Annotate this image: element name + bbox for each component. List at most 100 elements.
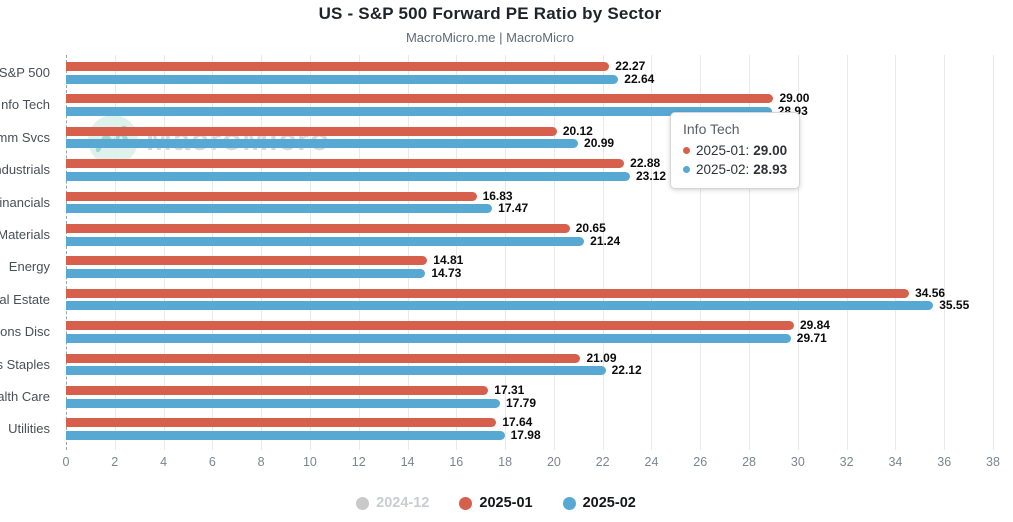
bar-2025-02[interactable] [66, 366, 606, 376]
grid-line [749, 55, 751, 450]
bar-2025-02[interactable] [66, 236, 585, 246]
legend-label: 2025-02 [582, 495, 636, 511]
bar-2025-01[interactable] [66, 159, 625, 169]
bar-value-label: 20.99 [584, 136, 615, 151]
bar-2025-01[interactable] [66, 386, 489, 395]
tooltip: Info Tech 2025-01: 29.00 2025-02: 28.93 [670, 112, 801, 189]
x-tick-label: 6 [208, 455, 216, 469]
bar-2025-02[interactable] [66, 139, 579, 149]
bar-value-label: 14.73 [431, 265, 462, 280]
bar-2025-02[interactable] [66, 333, 791, 343]
legend-dot-icon [459, 496, 473, 510]
x-tick-label: 36 [937, 455, 952, 469]
bar-value-label: 22.27 [615, 59, 646, 73]
bar-2025-02[interactable] [66, 204, 493, 214]
grid-line [505, 55, 507, 450]
tooltip-row-text: 2025-01: [696, 143, 750, 158]
bar-value-label: 29.71 [796, 330, 827, 345]
grid-line [261, 55, 263, 450]
x-tick-label: 2 [111, 455, 119, 469]
bar-value-label: 14.81 [433, 253, 464, 268]
bar-value-label: 29.00 [779, 91, 810, 106]
bar-2025-01[interactable] [66, 288, 910, 298]
bar-2025-01[interactable] [66, 94, 774, 104]
legend: 2024-12 2025-01 2025-02 [0, 495, 992, 511]
grid-line [846, 55, 848, 450]
bar-2025-02[interactable] [66, 398, 500, 408]
legend-label: 2025-01 [479, 495, 533, 511]
legend-label: 2024-12 [376, 495, 430, 511]
grid-line [651, 55, 653, 450]
bar-2025-02[interactable] [66, 268, 426, 278]
x-tick-label: 26 [693, 455, 708, 469]
grid-line [163, 55, 165, 450]
bar-value-label: 20.65 [575, 221, 606, 235]
grid-line [309, 55, 311, 450]
category-label: Real Estate [0, 291, 50, 307]
grid-line [553, 55, 555, 450]
tooltip-row-text: 2025-02: [696, 162, 750, 177]
tooltip-row-value: 28.93 [753, 162, 788, 177]
bar-value-label: 17.98 [510, 427, 541, 442]
bar-2025-02[interactable] [66, 74, 619, 84]
chart-title: US - S&P 500 Forward PE Ratio by Sector [318, 4, 662, 23]
bar-value-label: 21.24 [590, 233, 621, 248]
series-dot-icon [683, 147, 690, 154]
bar-value-label: 22.64 [624, 71, 655, 86]
legend-item-2025-01[interactable]: 2025-01 [459, 495, 533, 511]
tooltip-rows: 2025-01: 29.00 2025-02: 28.93 [683, 141, 787, 179]
bar-value-label: 35.55 [939, 298, 970, 313]
bar-2025-01[interactable] [66, 191, 477, 201]
x-tick-label: 38 [986, 455, 1000, 469]
legend-dot-icon [356, 496, 370, 510]
grid-line [895, 55, 897, 450]
category-label: Utilities [8, 421, 50, 437]
tooltip-row-value: 29.00 [753, 143, 788, 158]
bar-2025-01[interactable] [66, 353, 581, 363]
chart-subtitle: MacroMicro.me | MacroMicro [405, 30, 575, 45]
x-tick-label: 22 [595, 455, 610, 469]
category-label: Materials [0, 227, 50, 242]
bar-2025-01[interactable] [66, 62, 610, 71]
bar-2025-02[interactable] [66, 430, 505, 440]
bar-value-label: 20.12 [562, 123, 593, 138]
grid-line [456, 55, 458, 450]
bar-2025-01[interactable] [66, 321, 794, 331]
bar-2025-02[interactable] [66, 106, 772, 116]
x-tick-label: 34 [888, 455, 903, 469]
legend-dot-icon [562, 496, 576, 510]
legend-item-2024-12[interactable]: 2024-12 [356, 495, 429, 511]
category-label: Cons Staples [0, 356, 50, 372]
series-dot-icon [683, 166, 690, 173]
x-tick-label: 24 [644, 455, 659, 469]
grid-line [212, 55, 214, 450]
chart-header: US - S&P 500 Forward PE Ratio by Sector … [0, 4, 980, 45]
bar-2025-02[interactable] [66, 171, 630, 181]
grid-line [797, 55, 799, 450]
bar-2025-02[interactable] [66, 301, 934, 311]
tooltip-row: 2025-02: 28.93 [683, 160, 787, 179]
x-tick-label: 0 [62, 455, 70, 469]
tooltip-row: 2025-01: 29.00 [683, 141, 787, 160]
category-label: Health Care [0, 389, 50, 404]
x-tick-label: 18 [498, 455, 513, 469]
grid-line [358, 55, 360, 450]
bar-value-label: 23.12 [636, 168, 667, 183]
category-label: Cons Disc [0, 324, 50, 340]
bar-2025-01[interactable] [66, 418, 497, 428]
bar-2025-01[interactable] [66, 256, 428, 266]
x-tick-label: 20 [546, 455, 561, 469]
x-tick-label: 12 [351, 455, 366, 469]
bar-value-label: 17.47 [498, 201, 529, 216]
x-tick-label: 16 [449, 455, 464, 469]
bar-2025-01[interactable] [66, 126, 557, 136]
tooltip-title: Info Tech [683, 121, 740, 137]
bar-2025-01[interactable] [66, 224, 570, 233]
y-axis-line [66, 55, 67, 450]
bar-value-label: 16.83 [482, 188, 513, 203]
x-tick-label: 30 [790, 455, 805, 469]
category-label: Industrials [0, 162, 50, 178]
bar-value-label: 17.64 [502, 415, 533, 430]
legend-item-2025-02[interactable]: 2025-02 [562, 495, 636, 511]
